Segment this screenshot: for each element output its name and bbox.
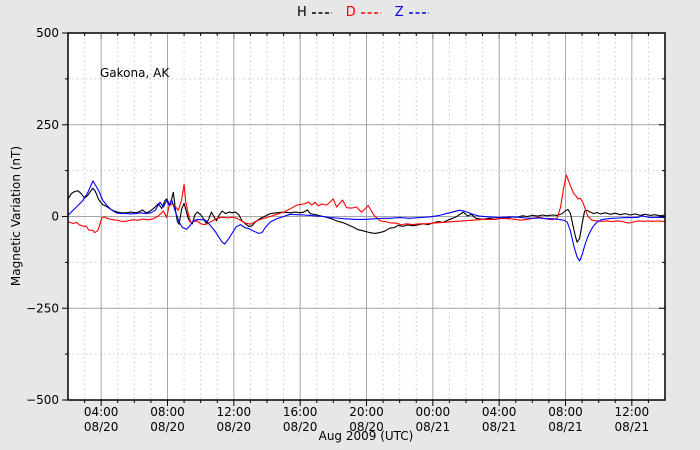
legend-item-h: H [297, 5, 332, 20]
x-tick-label-time: 04:00 [482, 405, 517, 419]
x-tick-label-date: 08/20 [217, 420, 252, 434]
plot-frame [67, 32, 666, 401]
station-annotation: Gakona, AK [100, 66, 170, 80]
x-tick-label-time: 16:00 [283, 405, 318, 419]
x-tick-label-date: 08/20 [283, 420, 318, 434]
x-tick-label-time: 04:00 [84, 405, 119, 419]
legend-dash-swatch [311, 11, 332, 14]
x-tick-label-time: 08:00 [548, 405, 583, 419]
legend-label-h: H [297, 5, 307, 20]
x-tick-label-time: 08:00 [150, 405, 185, 419]
x-tick-label-date: 08/21 [548, 420, 583, 434]
x-tick-label-time: 12:00 [217, 405, 252, 419]
x-tick-label-date: 08/21 [482, 420, 517, 434]
legend-item-z: Z [395, 5, 429, 20]
x-tick-label-time: 20:00 [349, 405, 384, 419]
x-tick-label-date: 08/20 [84, 420, 119, 434]
x-tick-label-time: 00:00 [416, 405, 451, 419]
series-D-line [67, 174, 666, 234]
legend-label-z: Z [394, 5, 404, 20]
y-tick-label: −500 [26, 393, 59, 407]
y-tick-label: 250 [36, 118, 59, 132]
x-tick-label-date: 08/21 [416, 420, 451, 434]
legend-dash-swatch [360, 11, 381, 14]
y-axis-label: Magnetic Variation (nT) [9, 145, 23, 287]
x-tick-label-time: 12:00 [615, 405, 650, 419]
x-tick-label-date: 08/21 [615, 420, 650, 434]
x-axis-label: Aug 2009 (UTC) [318, 429, 414, 443]
y-tick-label: 0 [51, 210, 59, 224]
series-Z-line [67, 180, 666, 262]
x-tick-label-date: 08/20 [349, 420, 384, 434]
legend-label-d: D [345, 5, 356, 20]
y-tick-label: 500 [36, 26, 59, 40]
legend-dash-swatch [408, 11, 429, 14]
y-tick-label: −250 [26, 301, 59, 315]
x-tick-label-date: 08/20 [150, 420, 185, 434]
legend-item-d: D [346, 5, 381, 20]
